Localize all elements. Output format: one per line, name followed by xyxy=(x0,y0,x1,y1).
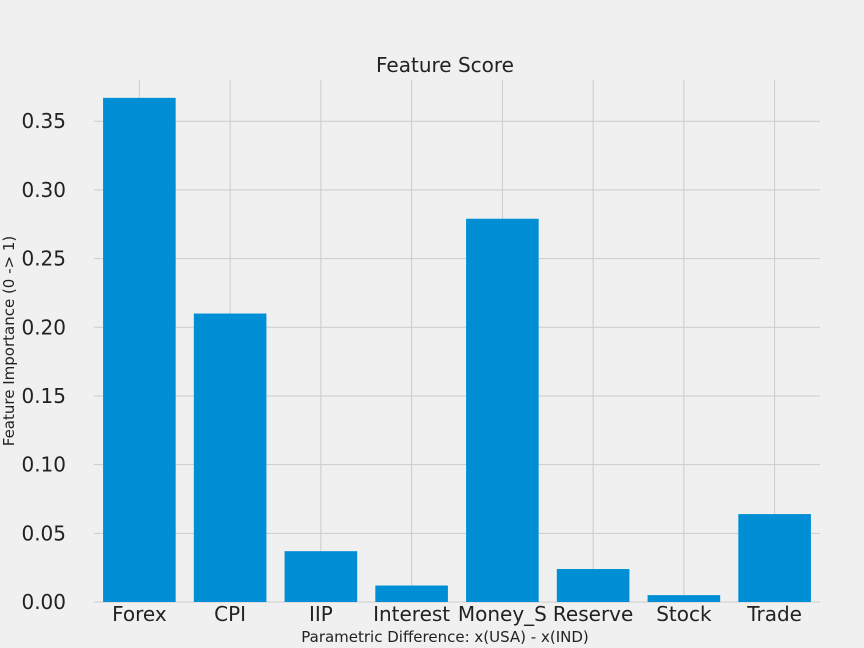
y-axis-ticks: 0.00 0.05 0.10 0.15 0.20 0.25 0.30 0.35 xyxy=(21,109,66,614)
bar-iip xyxy=(284,551,358,602)
y-tick-label: 0.35 xyxy=(21,109,66,133)
x-tick-label: Stock xyxy=(656,602,712,626)
x-axis-ticks: Forex CPI IIP Interest Money_S Reserve Stock Tr… xyxy=(112,602,802,626)
x-tick-label: Reserve xyxy=(553,602,633,626)
bar-stock xyxy=(647,595,721,602)
bar-interest xyxy=(375,585,448,602)
x-axis-label: Parametric Difference: x(USA) - x(IND) xyxy=(301,628,589,646)
y-tick-label: 0.20 xyxy=(21,315,66,339)
x-tick-label: CPI xyxy=(214,602,246,626)
bars xyxy=(103,97,811,602)
y-tick-label: 0.25 xyxy=(21,247,66,271)
x-tick-label: Interest xyxy=(373,602,450,626)
x-tick-label: Money_S xyxy=(458,602,547,626)
y-tick-label: 0.15 xyxy=(21,384,66,408)
x-tick-label: Forex xyxy=(112,602,167,626)
bar-money-s xyxy=(466,218,539,602)
y-tick-label: 0.00 xyxy=(21,590,66,614)
y-tick-label: 0.30 xyxy=(21,178,66,202)
bar-forex xyxy=(103,97,176,602)
bar-cpi xyxy=(193,313,267,602)
chart-title: Feature Score xyxy=(376,53,514,77)
x-tick-label: Trade xyxy=(746,602,802,626)
y-tick-label: 0.05 xyxy=(21,521,66,545)
bar-reserve xyxy=(556,569,630,602)
y-tick-label: 0.10 xyxy=(21,453,66,477)
x-tick-label: IIP xyxy=(309,602,333,626)
bar-trade xyxy=(738,514,811,602)
y-axis-label: Feature Importance (0 -> 1) xyxy=(0,236,18,446)
